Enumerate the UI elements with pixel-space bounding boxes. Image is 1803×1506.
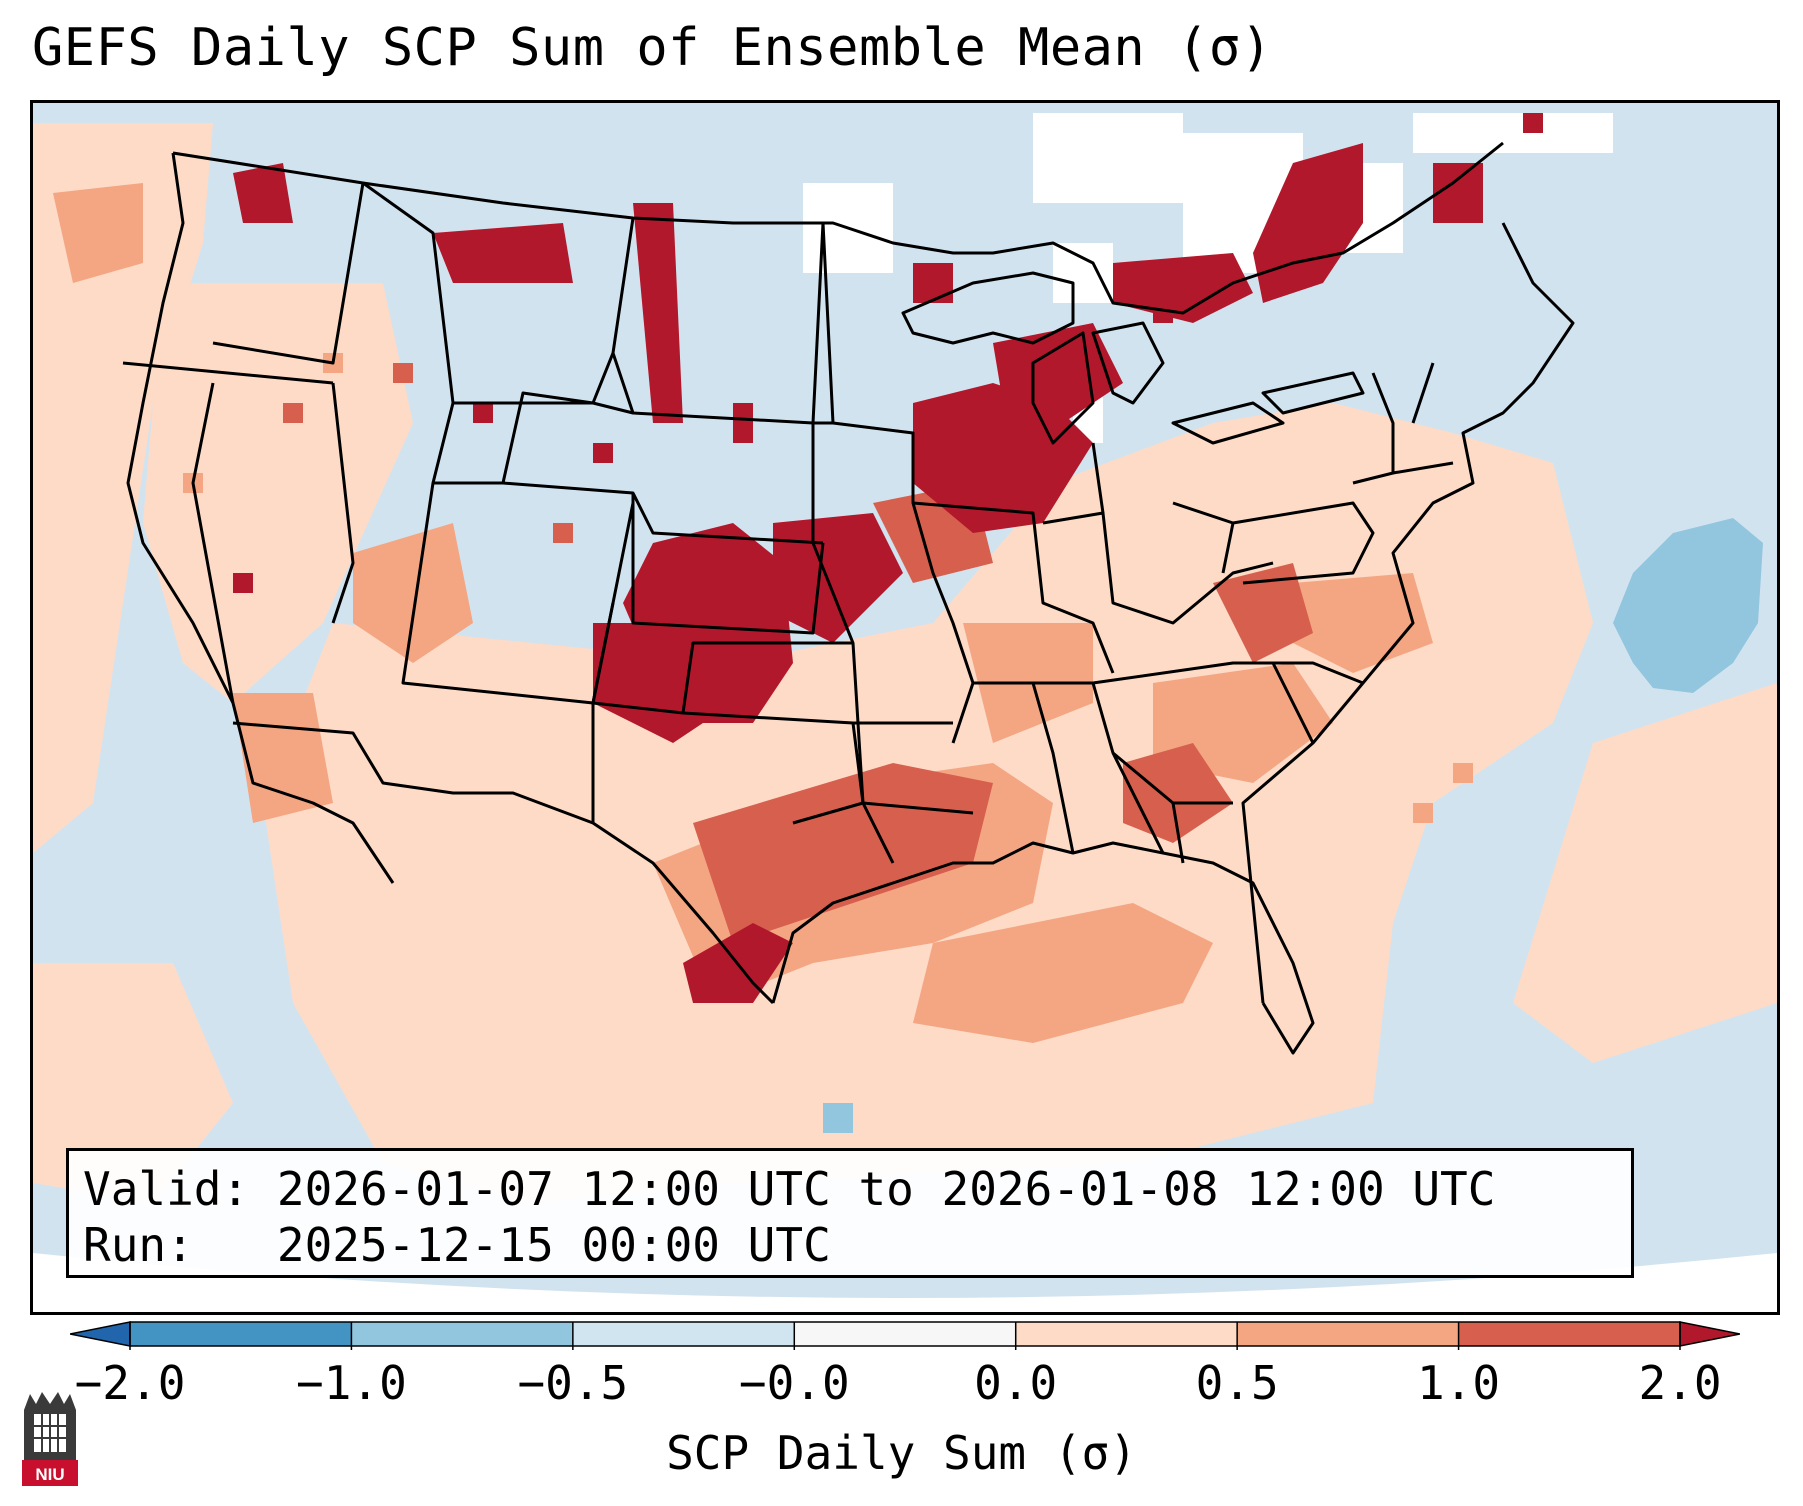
- colorbar-bin: [351, 1322, 573, 1346]
- colorbar-tick-label: 2.0: [1638, 1356, 1722, 1410]
- map-panel[interactable]: [30, 100, 1780, 1315]
- colorbar-tick-label: −2.0: [74, 1356, 186, 1410]
- run-text: 2025-12-15 00:00 UTC: [276, 1218, 831, 1272]
- projection-edge: [33, 1253, 1777, 1312]
- colorbar-bin: [794, 1322, 1016, 1346]
- run-label: Run:: [83, 1218, 194, 1272]
- colorbar-bin: [1458, 1322, 1680, 1346]
- positive-field-extreme: [233, 143, 1483, 1003]
- logo-text: NIU: [35, 1465, 64, 1484]
- colorbar-bin: [1237, 1322, 1459, 1346]
- colorbar-bin: [1015, 1322, 1238, 1346]
- colorbar-under-arrow: [70, 1321, 131, 1347]
- colorbar-bin: [130, 1322, 352, 1346]
- niu-logo: NIU: [22, 1392, 78, 1486]
- validity-box: Valid: 2026-01-07 12:00 UTC to 2026-01-0…: [66, 1148, 1634, 1278]
- colorbar-tick-label: 1.0: [1417, 1356, 1501, 1410]
- colorbar: [70, 1321, 1740, 1350]
- political-boundaries: [122, 141, 1575, 1055]
- valid-text: 2026-01-07 12:00 UTC to 2026-01-08 12:00…: [276, 1162, 1496, 1216]
- colorbar-tick-label: 0.5: [1195, 1356, 1279, 1410]
- colorbar-tick-label: −1.0: [296, 1356, 407, 1410]
- atlantic-negative-region: [1613, 518, 1763, 693]
- colorbar-bin: [572, 1322, 795, 1346]
- colorbar-label: SCP Daily Sum (σ): [666, 1426, 1137, 1480]
- colorbar-tick-label: −0.0: [738, 1356, 850, 1410]
- anomaly-map: [33, 103, 1777, 1312]
- colorbar-tick-label: −0.5: [517, 1356, 629, 1410]
- colorbar-over-arrow: [1679, 1321, 1740, 1347]
- page-title: GEFS Daily SCP Sum of Ensemble Mean (σ): [32, 18, 1273, 78]
- valid-label: Valid:: [83, 1162, 250, 1216]
- colorbar-tick-label: 0.0: [974, 1356, 1058, 1410]
